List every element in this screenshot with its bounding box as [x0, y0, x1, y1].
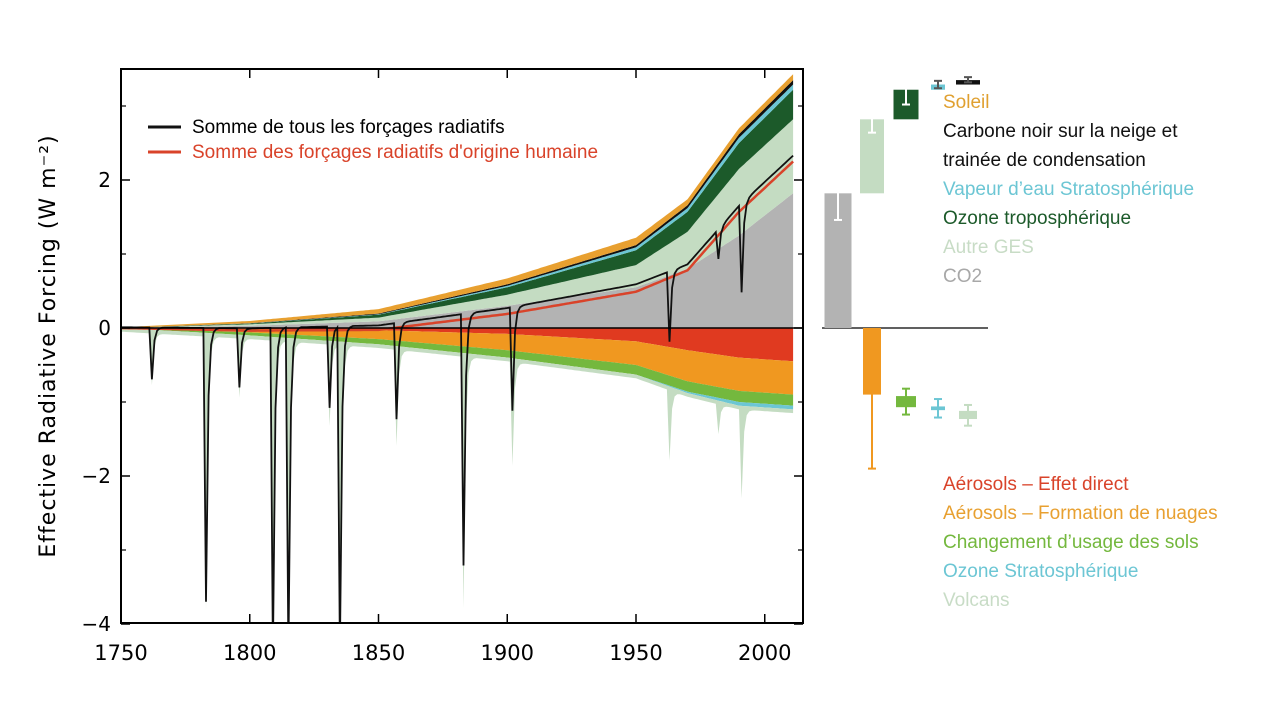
area-aerosols-formation-de-nuages — [121, 328, 794, 395]
label-aerosols-effet-direct: Aérosols – Effet direct — [943, 474, 1129, 495]
line-anthropogenic-total — [121, 160, 794, 332]
label-aerosols-formation-de-nuages: Aérosols – Formation de nuages — [943, 503, 1218, 524]
label-volcans: Volcans — [943, 590, 1010, 611]
y-tick-label: 0 — [98, 316, 111, 340]
area-autre-ges — [121, 119, 794, 328]
area-ozone-stratospherique — [121, 328, 794, 410]
x-tick-label: 1900 — [481, 641, 534, 665]
label-soleil: Soleil — [943, 92, 990, 113]
x-tick-label: 1950 — [609, 641, 662, 665]
x-tick-label: 2000 — [738, 641, 791, 665]
label-trainee-de-condensation: trainée de condensation — [943, 150, 1146, 171]
legend-label-somme-de-tous-les-forcages-radiatifs: Somme de tous les forçages radiatifs — [192, 117, 505, 138]
label-co2: CO2 — [943, 266, 983, 287]
label-carbone-noir-sur-la-neige-et: Carbone noir sur la neige et — [943, 121, 1178, 142]
x-tick-label: 1850 — [352, 641, 405, 665]
x-tick-label: 1800 — [223, 641, 276, 665]
x-tick-label: 1750 — [94, 641, 147, 665]
y-axis-label: Effective Radiative Forcing (W m⁻²) — [36, 134, 61, 557]
label-autre-ges: Autre GES — [943, 237, 1034, 258]
y-tick-label: −4 — [82, 612, 111, 636]
y-tick-label: 2 — [98, 168, 111, 192]
area-changement-d-usage-des-sols — [121, 328, 794, 406]
label-changement-d-usage-des-sols: Changement d’usage des sols — [943, 532, 1199, 553]
y-tick-label: −2 — [82, 464, 111, 488]
plot-area — [121, 74, 803, 623]
label-vapeur-d-eau-stratospherique: Vapeur d’eau Stratosphérique — [943, 179, 1195, 200]
area-aerosols-effet-direct — [121, 328, 794, 362]
legend-label-somme-des-forcages-radiatifs-d-origine-humaine: Somme des forçages radiatifs d'origine h… — [192, 142, 598, 163]
plot-frame — [120, 68, 804, 624]
label-ozone-tropospherique: Ozone troposphérique — [943, 208, 1132, 229]
label-ozone-stratospherique: Ozone Stratosphérique — [943, 561, 1139, 582]
